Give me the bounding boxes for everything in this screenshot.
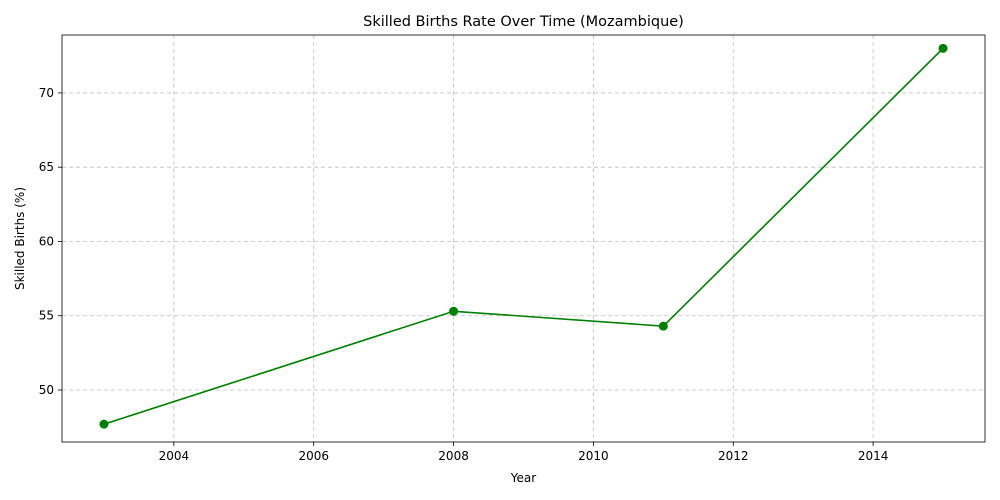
- x-tick-label: 2014: [858, 449, 889, 463]
- x-tick-label: 2006: [298, 449, 329, 463]
- data-point: [99, 419, 109, 429]
- x-axis: 2004 2006 2008 2010 2012 2014: [159, 442, 889, 463]
- series-layer: [99, 43, 948, 429]
- series-line: [103, 47, 944, 425]
- x-tick-label: 2010: [578, 449, 609, 463]
- y-tick-label: 65: [39, 160, 54, 174]
- y-tick-label: 55: [39, 309, 54, 323]
- data-point: [449, 306, 459, 316]
- y-axis-label: Skilled Births (%): [13, 187, 27, 290]
- y-tick-label: 70: [39, 86, 54, 100]
- plot-frame: [61, 34, 986, 443]
- grid: [62, 35, 985, 442]
- x-tick-label: 2008: [438, 449, 469, 463]
- x-tick-label: 2012: [718, 449, 749, 463]
- chart-title: Skilled Births Rate Over Time (Mozambiqu…: [363, 14, 684, 30]
- y-tick-label: 50: [39, 383, 54, 397]
- data-point: [938, 43, 948, 53]
- y-tick-label: 60: [39, 234, 54, 248]
- x-axis-label: Year: [510, 471, 536, 485]
- y-axis: 50 55 60 65 70: [39, 86, 62, 397]
- x-tick-label: 2004: [159, 449, 190, 463]
- data-point: [658, 321, 668, 331]
